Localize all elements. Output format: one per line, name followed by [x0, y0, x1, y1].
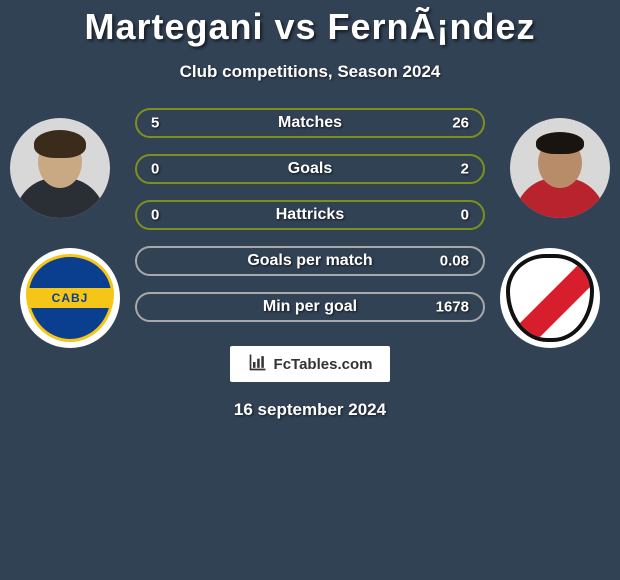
crest-shape: CABJ — [26, 254, 114, 342]
stat-left-value: 0 — [151, 207, 159, 224]
avatar-hair — [34, 130, 86, 158]
watermark: FcTables.com — [230, 346, 390, 382]
date-label: 16 september 2024 — [0, 400, 620, 420]
crest-abbr: CABJ — [29, 291, 111, 305]
stat-label: Goals — [288, 160, 332, 178]
stat-row-hattricks: 0 Hattricks 0 — [135, 200, 485, 230]
subtitle: Club competitions, Season 2024 — [0, 62, 620, 82]
stat-row-goals-per-match: Goals per match 0.08 — [135, 246, 485, 276]
stat-right-value: 0.08 — [440, 253, 469, 270]
club-crest-left: CABJ — [20, 248, 120, 348]
stat-right-value: 2 — [461, 161, 469, 178]
crest-sash — [506, 254, 594, 342]
stat-right-value: 26 — [452, 115, 469, 132]
stat-label: Goals per match — [247, 252, 372, 270]
stat-row-min-per-goal: Min per goal 1678 — [135, 292, 485, 322]
stat-row-matches: 5 Matches 26 — [135, 108, 485, 138]
stat-label: Hattricks — [276, 206, 344, 224]
club-crest-right — [500, 248, 600, 348]
comparison-panel: CABJ 5 Matches 26 0 Goals 2 0 Hattricks … — [0, 108, 620, 448]
avatar-hair — [536, 132, 584, 154]
watermark-text: FcTables.com — [274, 356, 373, 373]
stat-left-value: 0 — [151, 161, 159, 178]
stat-label: Matches — [278, 114, 342, 132]
crest-shape — [506, 254, 594, 342]
stat-right-value: 0 — [461, 207, 469, 224]
player-left-avatar — [10, 118, 110, 218]
stat-right-value: 1678 — [436, 299, 469, 316]
page-title: Martegani vs FernÃ¡ndez — [0, 0, 620, 48]
chart-icon — [248, 352, 268, 376]
stats-rows: 5 Matches 26 0 Goals 2 0 Hattricks 0 Goa… — [135, 108, 485, 338]
player-right-avatar — [510, 118, 610, 218]
stat-row-goals: 0 Goals 2 — [135, 154, 485, 184]
stat-left-value: 5 — [151, 115, 159, 132]
stat-label: Min per goal — [263, 298, 357, 316]
